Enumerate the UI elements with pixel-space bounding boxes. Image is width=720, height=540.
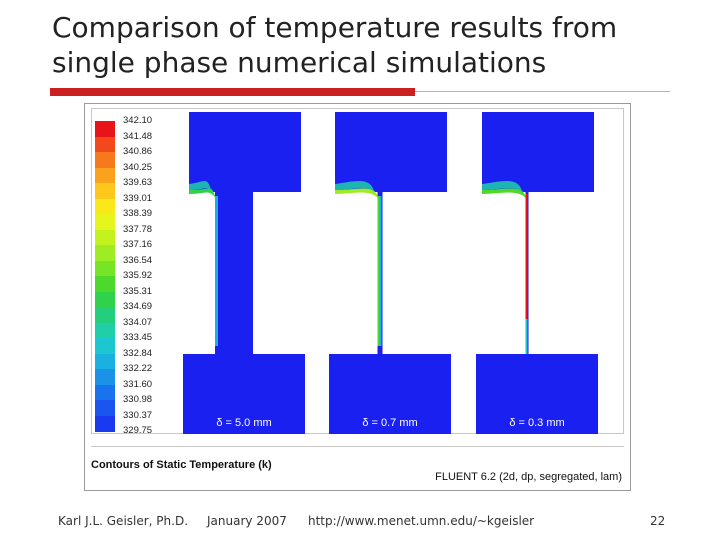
- footer-page-number: 22: [650, 514, 666, 528]
- stem-wall-contour: [525, 194, 528, 319]
- boundary-layer-contour: [482, 188, 528, 200]
- panel-gap-label: δ = 0.7 mm: [362, 417, 417, 429]
- panel-gap-label: δ = 0.3 mm: [509, 417, 564, 429]
- scale-label: 334.07: [123, 316, 153, 328]
- scale-label: 337.16: [123, 239, 153, 250]
- scale-label: 330.98: [123, 394, 153, 405]
- scale-swatch: [95, 307, 115, 323]
- stem-wall-contour: [377, 196, 380, 346]
- channel-stem: [215, 190, 253, 356]
- boundary-layer-contour: [335, 188, 380, 200]
- panel-gap-label: δ = 5.0 mm: [216, 417, 271, 429]
- caption-divider: [91, 446, 624, 447]
- scale-label: 329.75: [123, 425, 153, 436]
- scale-label: 341.48: [123, 130, 153, 142]
- scale-label: 338.39: [123, 208, 153, 219]
- scale-label: 331.60: [123, 378, 153, 390]
- upper-fluid-block: [335, 112, 447, 192]
- footer-date: January 2007: [207, 514, 287, 528]
- scale-swatch: [95, 229, 115, 246]
- scale-label: 332.22: [123, 363, 153, 374]
- scale-swatch: [95, 369, 115, 385]
- scale-label: 332.84: [123, 347, 153, 359]
- stem-wall-contour: [379, 196, 382, 346]
- simulation-figure: 342.10 341.48 340.86 340.25 339.63 339.01 338.…: [84, 103, 631, 491]
- scale-label: 340.86: [123, 146, 153, 157]
- title-divider-line: [415, 91, 670, 92]
- scale-label: 335.92: [123, 270, 153, 281]
- scale-label: 339.01: [123, 192, 153, 204]
- stem-wall-contour: [215, 196, 218, 346]
- scale-swatch: [95, 338, 115, 354]
- scale-swatch: [95, 214, 115, 230]
- footer-url: http://www.menet.umn.edu/~kgeisler: [308, 514, 535, 528]
- slide-title-line-2: single phase numerical simulations: [52, 46, 547, 79]
- scale-swatch: [95, 400, 115, 416]
- footer-author: Karl J.L. Geisler, Ph.D.: [58, 514, 189, 528]
- slide-title-line-1: Comparison of temperature results from: [52, 11, 618, 44]
- lower-fluid-block: [183, 354, 305, 434]
- scale-label: 335.31: [123, 285, 153, 297]
- scale-swatch: [95, 167, 115, 184]
- scale-swatch: [95, 384, 115, 401]
- boundary-layer-contour: [189, 188, 217, 200]
- scale-swatch: [95, 322, 115, 339]
- scale-swatch: [95, 291, 115, 308]
- scale-swatch: [95, 245, 115, 261]
- scale-label: 336.54: [123, 254, 153, 266]
- lower-fluid-block: [329, 354, 451, 434]
- figure-caption-title: Contours of Static Temperature (k): [91, 459, 272, 471]
- scale-label: 342.10: [123, 115, 153, 126]
- scale-label: 337.78: [123, 223, 153, 235]
- scale-swatch: [95, 136, 115, 153]
- boundary-layer-contour: [482, 181, 526, 194]
- stem-wall-contour: [525, 319, 528, 354]
- scale-label: 334.69: [123, 301, 153, 312]
- lower-fluid-block: [476, 354, 598, 434]
- scale-label: 339.63: [123, 177, 153, 188]
- scale-swatch: [95, 152, 115, 168]
- title-accent-bar: [50, 88, 415, 96]
- scale-label: 340.25: [123, 161, 153, 173]
- scale-swatch: [95, 260, 115, 277]
- scale-label: 330.37: [123, 409, 153, 421]
- scale-swatch: [95, 121, 115, 137]
- boundary-layer-contour: [335, 181, 378, 194]
- upper-fluid-block: [189, 112, 301, 192]
- figure-caption-solver: FLUENT 6.2 (2d, dp, segregated, lam): [435, 471, 622, 483]
- scale-swatch: [95, 415, 115, 432]
- scale-label: 333.45: [123, 332, 153, 343]
- upper-fluid-block: [482, 112, 594, 192]
- scale-swatch: [95, 353, 115, 370]
- scale-swatch: [95, 183, 115, 199]
- contour-panels: δ = 5.0 mm δ = 0.7 mm δ = 0.3 mm: [183, 112, 598, 434]
- slide-title: Comparison of temperature results from s…: [52, 10, 692, 80]
- scale-swatch: [95, 276, 115, 292]
- boundary-layer-contour: [189, 181, 215, 194]
- scale-swatch: [95, 198, 115, 215]
